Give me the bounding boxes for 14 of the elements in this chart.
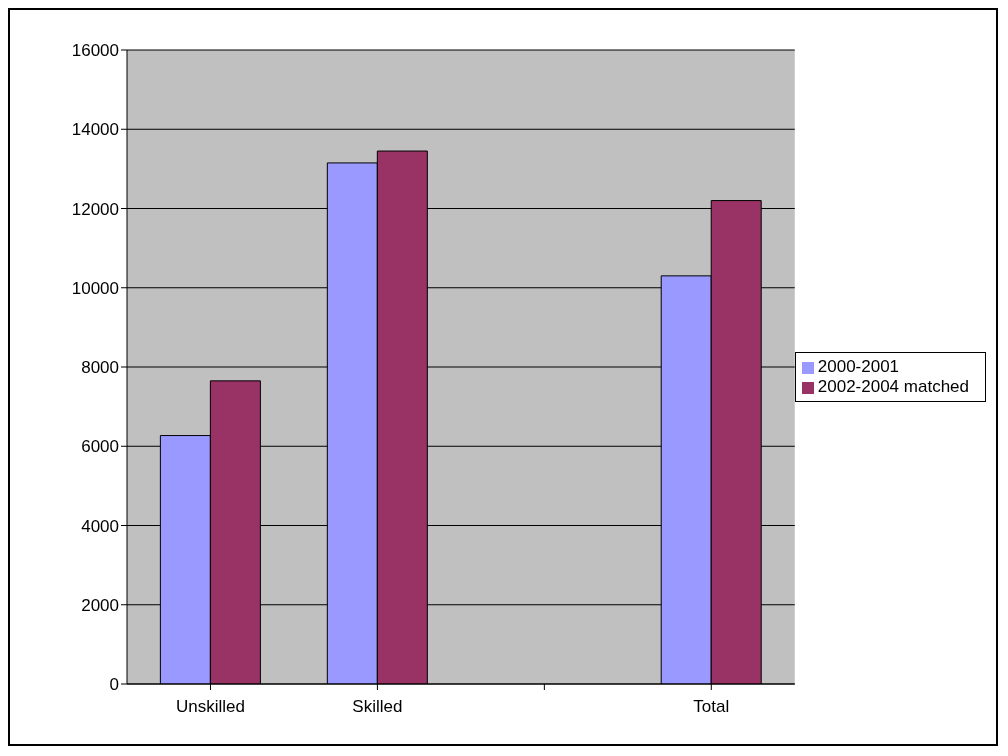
- y-tick-label: 4000: [81, 516, 119, 536]
- y-tick-label: 0: [109, 675, 119, 695]
- y-tick-label: 10000: [71, 278, 119, 298]
- y-tick-label: 14000: [71, 120, 119, 140]
- legend-label: 2000-2001: [817, 357, 900, 376]
- legend-label: 2002-2004 matched: [817, 377, 969, 396]
- x-tick-label: Unskilled: [175, 697, 245, 717]
- y-tick-label: 2000: [81, 595, 119, 615]
- y-tick-label: 16000: [71, 41, 119, 61]
- x-tick-label: Total: [693, 697, 730, 717]
- y-tick-label: 6000: [81, 437, 119, 457]
- x-tick-label: Skilled: [352, 697, 403, 717]
- y-tick-label: 8000: [81, 358, 119, 378]
- y-tick-label: 12000: [71, 199, 119, 219]
